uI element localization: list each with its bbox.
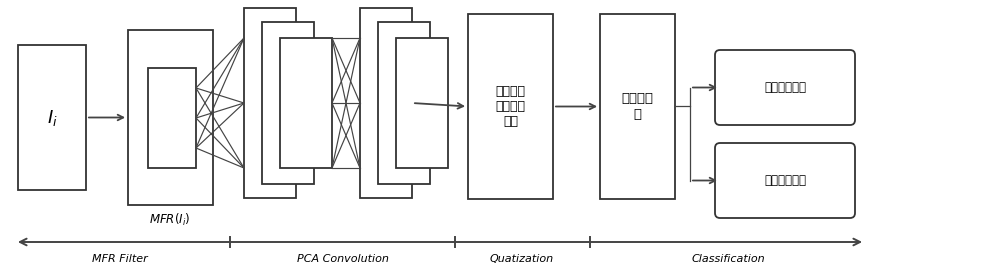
Bar <box>244 8 296 198</box>
Text: PCA Convolution: PCA Convolution <box>297 254 389 264</box>
Text: Quatization: Quatization <box>490 254 554 264</box>
Text: $MFR(I_i)$: $MFR(I_i)$ <box>149 212 191 228</box>
Bar <box>468 14 553 199</box>
FancyBboxPatch shape <box>715 143 855 218</box>
Bar <box>360 8 412 198</box>
Bar <box>262 22 314 184</box>
Bar <box>18 45 86 190</box>
Bar <box>280 38 332 168</box>
Text: Classification: Classification <box>691 254 765 264</box>
Text: 支持向量
机: 支持向量 机 <box>622 92 654 120</box>
Bar <box>148 68 196 168</box>
Text: 哈希及矩
阵直方图
统计: 哈希及矩 阵直方图 统计 <box>496 85 526 128</box>
Text: 经过中值滤波: 经过中值滤波 <box>764 81 806 94</box>
Bar <box>600 14 675 199</box>
Bar <box>128 30 213 205</box>
Text: 未经中值滤波: 未经中值滤波 <box>764 174 806 187</box>
Bar <box>396 38 448 168</box>
Bar <box>378 22 430 184</box>
FancyBboxPatch shape <box>715 50 855 125</box>
Text: $I_i$: $I_i$ <box>47 107 57 128</box>
Text: MFR Filter: MFR Filter <box>92 254 148 264</box>
